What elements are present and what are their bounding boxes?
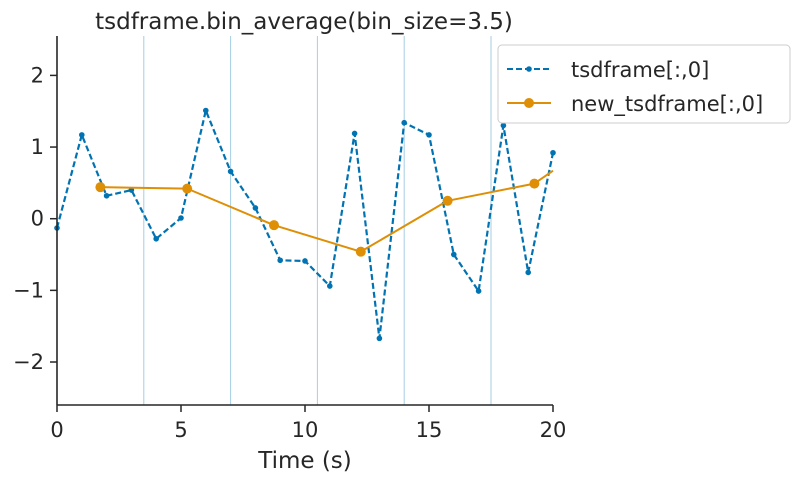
series-point-0-11: [327, 283, 333, 289]
series-point-0-2: [103, 192, 110, 199]
y-ticks: −2 −1 0 1 2: [13, 63, 57, 374]
series-line-0: [55, 109, 555, 340]
series-point-1-0: [95, 182, 106, 193]
y-tick-label-0: −2: [13, 350, 44, 374]
series-point-1-1: [182, 183, 193, 194]
series-point-1-4: [442, 195, 453, 206]
legend-box: [497, 44, 791, 124]
x-tick-label-3: 15: [416, 418, 443, 442]
x-tick-label-0: 0: [50, 418, 63, 442]
series-point-0-17: [475, 288, 482, 294]
series-1: [95, 169, 554, 257]
series-point-1-3: [355, 246, 366, 257]
series-point-0-16: [451, 251, 457, 258]
legend-marker-1: [524, 98, 534, 108]
legend-label-1: new_tsdframe[:,0]: [571, 92, 763, 117]
chart-title: tsdframe.bin_average(bin_size=3.5): [95, 9, 513, 35]
y-tick-label-1: −1: [13, 278, 44, 302]
legend-label-0: tsdframe[:,0]: [571, 58, 709, 82]
series-line-1: [100, 169, 554, 253]
y-tick-label-3: 1: [31, 135, 44, 159]
series-point-0-8: [252, 205, 259, 211]
series-point-0-20: [550, 149, 556, 156]
series-point-0-7: [227, 168, 234, 175]
legend-marker-0: [526, 66, 532, 72]
series-point-0-5: [178, 215, 184, 221]
series-point-0-18: [500, 122, 507, 129]
series-point-0-10: [302, 258, 308, 264]
series-point-0-4: [153, 235, 159, 242]
series-point-0-12: [351, 130, 358, 137]
series-point-1-2: [269, 220, 279, 231]
series-point-0-6: [203, 107, 209, 114]
x-tick-label-4: 20: [540, 418, 567, 442]
legend: tsdframe[:,0] new_tsdframe[:,0]: [497, 44, 791, 124]
y-tick-label-2: 0: [31, 207, 44, 231]
series-point-0-15: [426, 132, 432, 138]
bin-edge-lines: [143, 36, 492, 405]
x-axis-label: Time (s): [257, 448, 352, 474]
series-point-0-1: [79, 132, 85, 138]
x-tick-label-2: 10: [292, 418, 319, 442]
series-point-0-19: [525, 269, 531, 276]
series-point-1-5: [529, 178, 540, 189]
series-0: [54, 107, 556, 342]
series-point-0-14: [401, 119, 408, 126]
y-tick-label-4: 2: [31, 63, 44, 87]
series-layer: [54, 107, 556, 342]
x-tick-label-1: 5: [174, 418, 187, 442]
series-point-0-13: [376, 335, 383, 342]
series-point-0-9: [277, 257, 284, 264]
axes: [56, 36, 553, 406]
x-ticks: 0 5 10 15 20: [50, 405, 566, 442]
